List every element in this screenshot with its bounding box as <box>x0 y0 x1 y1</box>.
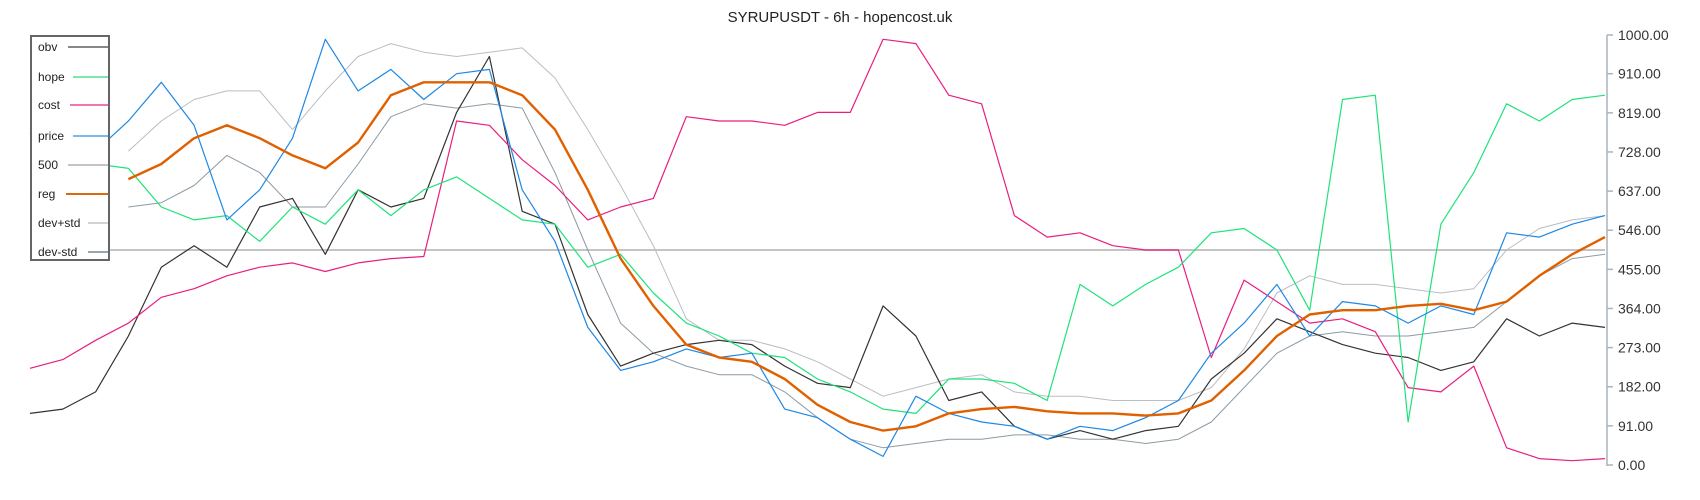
legend-label: cost <box>38 98 61 112</box>
y-tick-label: 182.00 <box>1618 379 1661 395</box>
legend-label: obv <box>38 40 58 54</box>
legend-item-cost[interactable]: cost <box>38 98 108 112</box>
legend-swatch <box>70 104 108 106</box>
series-line-reg <box>127 81 1606 432</box>
y-axis-ticks: 1000.00 910.00 819.00 728.00 637.00 546.00 455… <box>1607 27 1669 473</box>
y-tick-label: 273.00 <box>1618 340 1661 356</box>
legend-label: price <box>38 129 65 143</box>
legend-label: hope <box>38 70 65 84</box>
legend-swatch <box>88 222 108 224</box>
series-line-devstd <box>128 103 1606 449</box>
series-line-dev-plusstd <box>128 43 1606 401</box>
legend-swatch <box>73 76 108 78</box>
chart-title: SYRUPUSDT - 6h - hopencost.uk <box>727 9 953 26</box>
y-tick-label: 91.00 <box>1618 418 1653 434</box>
legend-item-obv[interactable]: obv <box>38 40 108 54</box>
legend-item-reg[interactable]: reg <box>38 187 108 201</box>
legend-label: 500 <box>38 158 59 172</box>
legend-item-hope[interactable]: hope <box>38 70 108 84</box>
legend-item-dev-plus-std[interactable]: dev+std <box>38 216 108 230</box>
legend-swatch <box>66 193 108 195</box>
legend-label: dev-std <box>38 245 78 259</box>
y-tick-label: 364.00 <box>1618 300 1661 316</box>
legend-label: reg <box>38 187 56 201</box>
legend-item-500[interactable]: 500 <box>38 158 108 172</box>
legend-item-price[interactable]: price <box>38 129 108 143</box>
y-tick-label: 546.00 <box>1618 222 1661 238</box>
y-tick-label: 0.00 <box>1618 457 1645 473</box>
legend-swatch <box>68 164 108 166</box>
y-tick-label: 455.00 <box>1618 261 1661 277</box>
series-lines <box>29 38 1606 462</box>
legend-swatch <box>73 135 108 137</box>
y-tick-label: 819.00 <box>1618 105 1661 121</box>
y-tick-label: 637.00 <box>1618 183 1661 199</box>
legend-label: dev+std <box>38 216 81 230</box>
legend-swatch <box>68 46 108 48</box>
series-line-price <box>29 38 1606 457</box>
series-line-hope <box>29 94 1606 423</box>
y-tick-label: 1000.00 <box>1618 27 1669 43</box>
y-tick-label: 910.00 <box>1618 66 1661 82</box>
series-line-obv <box>29 55 1606 440</box>
legend: obv hope cost price 500 reg dev+std dev-… <box>30 35 110 261</box>
legend-swatch <box>88 251 108 253</box>
y-tick-label: 728.00 <box>1618 144 1661 160</box>
legend-item-dev-minus-std[interactable]: dev-std <box>38 245 108 259</box>
series-line-cost <box>29 38 1606 462</box>
